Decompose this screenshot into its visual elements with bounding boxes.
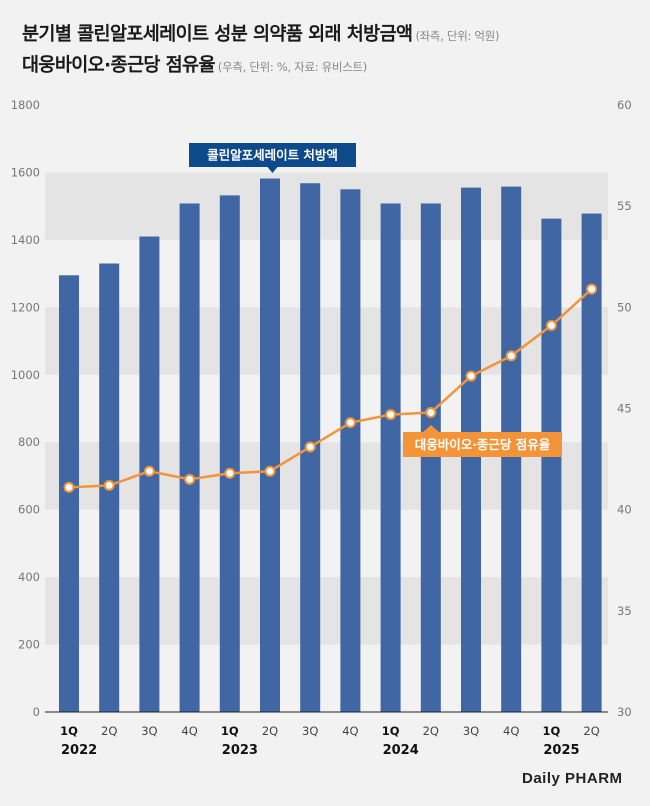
share-point <box>103 479 115 491</box>
share-point <box>586 283 598 295</box>
y-left-tick-label: 200 <box>18 638 40 652</box>
x-tick-label: 4Q <box>181 724 197 738</box>
bar-series-label-pointer <box>267 167 278 173</box>
bar <box>179 203 200 713</box>
x-tick-label: 2Q <box>423 724 439 738</box>
share-line <box>68 288 593 489</box>
bar <box>340 189 361 713</box>
share-point <box>385 409 397 421</box>
y-left-tick-label: 1000 <box>11 368 40 382</box>
bar <box>581 213 602 712</box>
x-year-label: 2023 <box>222 743 258 758</box>
line-series-label-pointer <box>423 425 439 432</box>
y-right-tick-label: 45 <box>617 402 632 416</box>
bar <box>420 203 441 713</box>
bar <box>59 275 79 712</box>
x-year-label: 2022 <box>61 743 97 758</box>
y-right-tick-label: 50 <box>617 300 632 314</box>
y-left-tick-label: 800 <box>18 435 40 449</box>
x-year-label: 2024 <box>383 743 419 758</box>
share-point <box>224 467 236 479</box>
share-point <box>425 407 437 419</box>
x-tick-label: 1Q <box>60 724 78 738</box>
bar-series-label: 콜린알포세레이트 처방액 <box>207 148 338 163</box>
share-point <box>63 481 75 493</box>
y-right-tick-label: 60 <box>617 98 632 112</box>
y-left-tick-label: 1800 <box>11 98 40 112</box>
x-tick-label: 4Q <box>503 724 519 738</box>
y-left-tick-label: 400 <box>18 570 40 584</box>
chart-title: 분기별 콜린알포세레이트 성분 의약품 외래 처방금액 (좌측, 단위: 억원) <box>22 20 499 46</box>
x-tick-label: 3Q <box>302 724 318 738</box>
share-point <box>545 320 557 332</box>
share-point <box>465 370 477 382</box>
y-left-tick-label: 1400 <box>11 233 40 247</box>
chart-subtitle: 대웅바이오·종근당 점유율 (우측, 단위: %, 자료: 유비스트) <box>22 51 367 77</box>
x-tick-label: 1Q <box>382 724 400 738</box>
x-tick-label: 1Q <box>543 724 561 738</box>
line-series-label: 대웅바이오·종근당 점유율 <box>415 437 551 452</box>
x-tick-label: 3Q <box>463 724 479 738</box>
line-series-label-box <box>403 432 562 457</box>
x-tick-label: 2Q <box>583 724 599 738</box>
grid-band <box>45 577 608 645</box>
y-left-tick-label: 1200 <box>11 300 40 314</box>
bar-series-label-box <box>189 143 356 167</box>
share-point <box>304 441 316 453</box>
y-right-tick-label: 35 <box>617 604 632 618</box>
x-tick-label: 4Q <box>342 724 358 738</box>
y-right-tick-label: 55 <box>617 199 632 213</box>
title-line2: 대웅바이오·종근당 점유율 <box>22 55 215 76</box>
x-tick-label: 1Q <box>221 724 239 738</box>
x-tick-label: 2Q <box>262 724 278 738</box>
share-point <box>505 350 517 362</box>
title-line1: 분기별 콜린알포세레이트 성분 의약품 외래 처방금액 <box>22 24 413 45</box>
bar <box>219 195 240 712</box>
grid-band <box>45 307 608 375</box>
y-left-tick-label: 600 <box>18 503 40 517</box>
grid-band <box>45 172 608 240</box>
title-line1-note: (좌측, 단위: 억원) <box>415 29 500 43</box>
x-year-label: 2025 <box>543 743 579 758</box>
bar <box>541 218 562 712</box>
x-tick-label: 2Q <box>101 724 117 738</box>
title-line2-note: (우측, 단위: %, 자료: 유비스트) <box>217 60 367 74</box>
x-tick-label: 3Q <box>141 724 157 738</box>
daily-pharm-logo: Daily PHARM <box>522 770 623 787</box>
y-left-tick-label: 0 <box>33 705 40 719</box>
bar <box>380 203 401 713</box>
y-left-tick-label: 1600 <box>11 165 40 179</box>
share-point <box>264 465 276 477</box>
share-point <box>184 473 196 485</box>
bar <box>260 178 280 712</box>
y-right-tick-label: 30 <box>617 705 632 719</box>
y-right-tick-label: 40 <box>617 503 632 517</box>
share-point <box>143 465 155 477</box>
share-point <box>344 417 356 429</box>
